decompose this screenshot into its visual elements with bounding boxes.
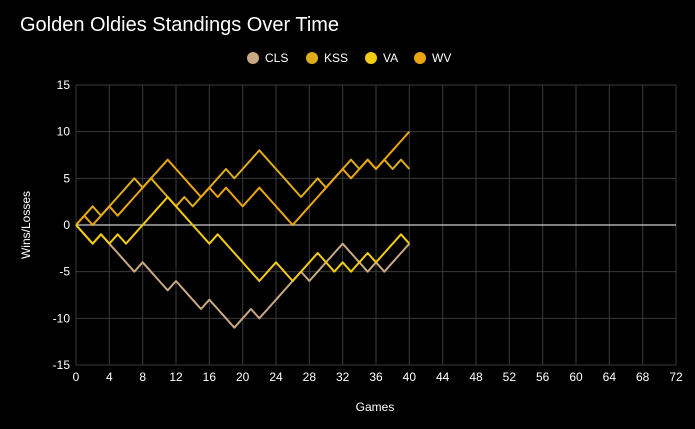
x-tick-label: 12 xyxy=(169,370,183,384)
y-tick-label: -15 xyxy=(53,358,71,372)
y-axis-label: Wins/Losses xyxy=(19,191,33,259)
legend-marker-va xyxy=(365,52,377,64)
x-tick-label: 44 xyxy=(436,370,450,384)
x-tick-label: 28 xyxy=(303,370,317,384)
x-tick-label: 20 xyxy=(236,370,250,384)
series-line-kss xyxy=(75,149,411,226)
legend-marker-wv xyxy=(414,52,426,64)
x-tick-label: 36 xyxy=(369,370,383,384)
x-tick-labels: 0 4 8 12 16 20 24 28 32 36 40 44 48 52 56 60 64 68 72 xyxy=(73,370,683,384)
x-tick-label: 4 xyxy=(106,370,113,384)
x-tick-label: 52 xyxy=(503,370,517,384)
x-tick-label: 48 xyxy=(469,370,483,384)
legend-marker-cls xyxy=(247,52,259,64)
x-tick-label: 40 xyxy=(403,370,417,384)
x-tick-label: 0 xyxy=(73,370,80,384)
y-tick-labels: -15 -10 -5 0 5 10 15 xyxy=(53,78,71,372)
series-line-wv xyxy=(75,131,411,226)
x-tick-label: 60 xyxy=(569,370,583,384)
series-lines xyxy=(75,131,411,329)
x-axis-label: Games xyxy=(356,400,395,414)
x-tick-label: 8 xyxy=(139,370,146,384)
legend-marker-kss xyxy=(306,52,318,64)
y-tick-label: 0 xyxy=(63,218,70,232)
x-tick-label: 56 xyxy=(536,370,550,384)
x-tick-label: 32 xyxy=(336,370,350,384)
legend: CLS KSS VA WV xyxy=(247,51,451,65)
legend-label-kss: KSS xyxy=(324,51,348,65)
y-tick-label: 10 xyxy=(57,125,71,139)
series-line-va xyxy=(75,196,411,282)
x-tick-label: 64 xyxy=(603,370,617,384)
legend-label-cls: CLS xyxy=(265,51,288,65)
y-tick-label: -5 xyxy=(59,265,70,279)
y-tick-label: 5 xyxy=(63,171,70,185)
legend-label-va: VA xyxy=(383,51,398,65)
chart-title: Golden Oldies Standings Over Time xyxy=(20,14,340,36)
legend-label-wv: WV xyxy=(432,51,451,65)
x-tick-label: 68 xyxy=(636,370,650,384)
y-tick-label: 15 xyxy=(57,78,71,92)
x-tick-label: 72 xyxy=(669,370,683,384)
series-line-cls xyxy=(75,224,411,329)
x-tick-label: 24 xyxy=(269,370,283,384)
y-tick-label: -10 xyxy=(53,311,71,325)
x-tick-label: 16 xyxy=(203,370,217,384)
